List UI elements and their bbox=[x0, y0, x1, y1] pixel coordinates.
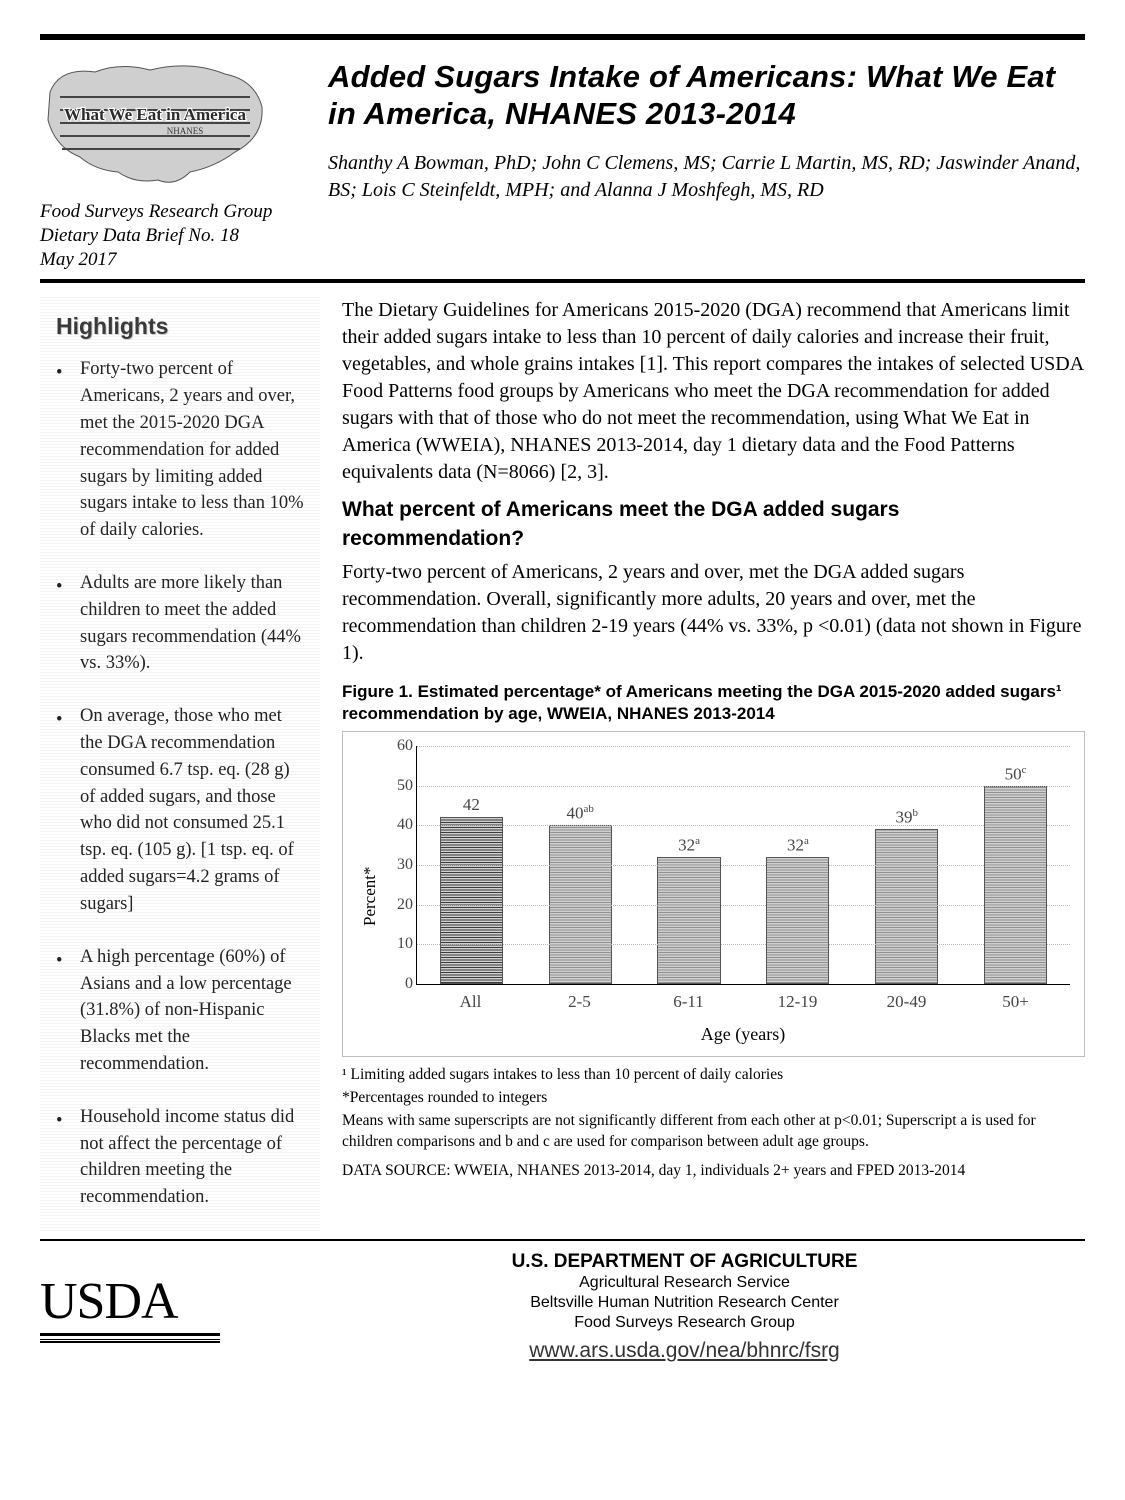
gridline bbox=[417, 825, 1070, 826]
gridline bbox=[417, 786, 1070, 787]
footer: USDA U.S. DEPARTMENT OF AGRICULTURE Agri… bbox=[40, 1251, 1085, 1363]
y-tick: 20 bbox=[381, 894, 413, 916]
main-content: The Dietary Guidelines for Americans 201… bbox=[342, 297, 1085, 1231]
x-axis-label: Age (years) bbox=[416, 1022, 1070, 1046]
x-tick: 50+ bbox=[961, 991, 1070, 1014]
footer-line2: Agricultural Research Service bbox=[284, 1273, 1085, 1293]
bullet-icon: • bbox=[56, 356, 70, 544]
footer-url[interactable]: www.ars.usda.gov/nea/bhnrc/fsrg bbox=[529, 1339, 840, 1363]
highlight-item: •Adults are more likely than children to… bbox=[56, 570, 304, 677]
y-tick: 10 bbox=[381, 933, 413, 955]
y-axis-label: Percent* bbox=[357, 746, 382, 1046]
highlights-heading: Highlights bbox=[56, 313, 304, 340]
gridline bbox=[417, 865, 1070, 866]
section-question: What percent of Americans meet the DGA a… bbox=[342, 496, 1085, 553]
gridline bbox=[417, 746, 1070, 747]
figure-note: DATA SOURCE: WWEIA, NHANES 2013-2014, da… bbox=[342, 1161, 1085, 1182]
usda-text: USDA bbox=[40, 1272, 260, 1331]
footer-rule bbox=[40, 1239, 1085, 1241]
publication-meta: Food Surveys Research Group Dietary Data… bbox=[40, 200, 300, 271]
x-tick: 20-49 bbox=[852, 991, 961, 1014]
usda-underline bbox=[40, 1333, 220, 1343]
bar: 42 bbox=[440, 817, 503, 983]
highlight-text: A high percentage (60%) of Asians and a … bbox=[80, 944, 304, 1078]
y-tick: 0 bbox=[381, 973, 413, 995]
header-right: Added Sugars Intake of Americans: What W… bbox=[328, 52, 1085, 204]
svg-text:NHANES: NHANES bbox=[167, 126, 204, 136]
highlight-item: •A high percentage (60%) of Asians and a… bbox=[56, 944, 304, 1078]
x-tick: 6-11 bbox=[634, 991, 743, 1014]
x-tick: 2-5 bbox=[525, 991, 634, 1014]
footer-line3: Beltsville Human Nutrition Research Cent… bbox=[284, 1293, 1085, 1313]
figure1-title: Figure 1. Estimated percentage* of Ameri… bbox=[342, 681, 1085, 725]
bar-value-label: 39b bbox=[876, 806, 937, 830]
figure1-notes: ¹ Limiting added sugars intakes to less … bbox=[342, 1065, 1085, 1182]
footer-dept: U.S. DEPARTMENT OF AGRICULTURE bbox=[284, 1251, 1085, 1273]
bar: 50c bbox=[984, 786, 1047, 984]
bar: 32a bbox=[657, 857, 720, 984]
footer-center: U.S. DEPARTMENT OF AGRICULTURE Agricultu… bbox=[284, 1251, 1085, 1363]
group-name: Food Surveys Research Group bbox=[40, 200, 300, 224]
y-tick: 50 bbox=[381, 775, 413, 797]
highlight-text: Household income status did not affect t… bbox=[80, 1104, 304, 1211]
brief-number: Dietary Data Brief No. 18 bbox=[40, 224, 300, 248]
header-left: What We Eat in America NHANES Food Surve… bbox=[40, 52, 300, 271]
plot-area: 4240ab32a32a39b50c 0102030405060 bbox=[416, 746, 1070, 985]
header-rule bbox=[40, 279, 1085, 283]
figure-note: Means with same superscripts are not sig… bbox=[342, 1111, 1085, 1153]
figure-note: ¹ Limiting added sugars intakes to less … bbox=[342, 1065, 1085, 1086]
header: What We Eat in America NHANES Food Surve… bbox=[40, 52, 1085, 271]
bar-value-label: 40ab bbox=[550, 802, 611, 826]
figure1-chart: Percent* 4240ab32a32a39b50c 010203040506… bbox=[342, 731, 1085, 1057]
authors: Shanthy A Bowman, PhD; John C Clemens, M… bbox=[328, 150, 1085, 204]
highlight-text: Adults are more likely than children to … bbox=[80, 570, 304, 677]
highlight-text: Forty-two percent of Americans, 2 years … bbox=[80, 356, 304, 544]
publication-date: May 2017 bbox=[40, 248, 300, 272]
highlight-item: •Forty-two percent of Americans, 2 years… bbox=[56, 356, 304, 544]
bullet-icon: • bbox=[56, 1104, 70, 1211]
highlight-text: On average, those who met the DGA recomm… bbox=[80, 703, 304, 918]
bar-value-label: 32a bbox=[767, 834, 828, 858]
highlights-list: •Forty-two percent of Americans, 2 years… bbox=[56, 356, 304, 1211]
bar-value-label: 32a bbox=[658, 834, 719, 858]
x-tick: 12-19 bbox=[743, 991, 852, 1014]
figure-note: *Percentages rounded to integers bbox=[342, 1088, 1085, 1109]
usda-logo: USDA bbox=[40, 1272, 260, 1343]
x-ticks: All2-56-1112-1920-4950+ bbox=[416, 991, 1070, 1014]
bar-value-label: 50c bbox=[985, 763, 1046, 787]
document-title: Added Sugars Intake of Americans: What W… bbox=[328, 58, 1085, 132]
bar-value-label: 42 bbox=[441, 794, 502, 817]
gridline bbox=[417, 905, 1070, 906]
highlight-item: •Household income status did not affect … bbox=[56, 1104, 304, 1211]
y-tick: 60 bbox=[381, 735, 413, 757]
bullet-icon: • bbox=[56, 703, 70, 918]
y-tick: 30 bbox=[381, 854, 413, 876]
body: Highlights •Forty-two percent of America… bbox=[40, 297, 1085, 1231]
section-body: Forty-two percent of Americans, 2 years … bbox=[342, 559, 1085, 667]
top-rule bbox=[40, 34, 1085, 40]
svg-text:What We Eat in America: What We Eat in America bbox=[64, 105, 246, 124]
footer-line4: Food Surveys Research Group bbox=[284, 1313, 1085, 1333]
x-tick: All bbox=[416, 991, 525, 1014]
bullet-icon: • bbox=[56, 944, 70, 1078]
bar: 32a bbox=[766, 857, 829, 984]
gridline bbox=[417, 944, 1070, 945]
y-tick: 40 bbox=[381, 815, 413, 837]
intro-paragraph: The Dietary Guidelines for Americans 201… bbox=[342, 297, 1085, 486]
highlight-item: •On average, those who met the DGA recom… bbox=[56, 703, 304, 918]
wweia-logo: What We Eat in America NHANES bbox=[40, 52, 270, 192]
bullet-icon: • bbox=[56, 570, 70, 677]
highlights-sidebar: Highlights •Forty-two percent of America… bbox=[40, 297, 320, 1231]
bar: 39b bbox=[875, 829, 938, 984]
